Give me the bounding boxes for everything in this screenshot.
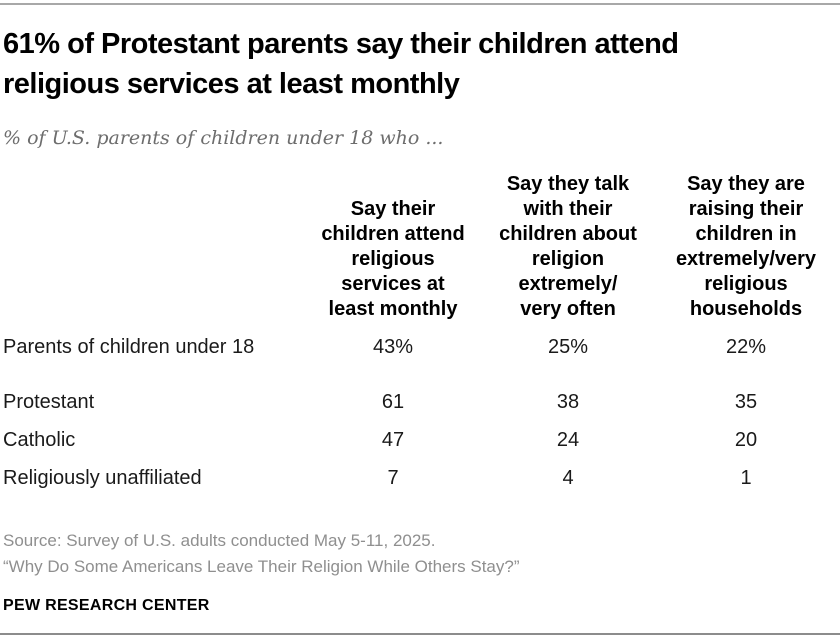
cell-value: 38 (556, 391, 580, 413)
chart-title: 61% of Protestant parents say their chil… (3, 24, 838, 104)
chart-subtitle: % of U.S. parents of children under 18 w… (3, 127, 444, 149)
source-line-report-title: “Why Do Some Americans Leave Their Relig… (3, 557, 520, 576)
cell-value: 20 (734, 429, 758, 451)
column-header-religious-households: Say they are raising their children in e… (675, 173, 817, 320)
table-row-catholic: Catholic 47 24 20 (3, 428, 838, 466)
cell-value: 35 (734, 391, 758, 413)
row-label: Catholic (3, 429, 76, 451)
chart-card: 61% of Protestant parents say their chil… (0, 3, 840, 635)
row-label: Parents of children under 18 (3, 336, 255, 358)
cell-value: 22% (725, 336, 767, 358)
row-label: Religiously unaffiliated (3, 467, 202, 489)
cell-value: 61 (381, 391, 405, 413)
source-note: Source: Survey of U.S. adults conducted … (3, 528, 838, 580)
pew-research-center-wordmark: PEW RESEARCH CENTER (3, 597, 210, 614)
cell-value: 24 (556, 429, 580, 451)
row-label: Protestant (3, 391, 95, 413)
table-header-row: Say their children attend religious serv… (3, 172, 838, 335)
table-row-all-parents: Parents of children under 18 43% 25% 22% (3, 335, 838, 373)
data-table: Say their children attend religious serv… (3, 172, 838, 504)
cell-value: 43% (372, 336, 414, 358)
cell-value: 4 (562, 467, 574, 489)
table-row-protestant: Protestant 61 38 35 (3, 390, 838, 428)
cell-value: 47 (381, 429, 405, 451)
column-header-talk-religion: Say they talk with their children about … (499, 173, 637, 320)
chart-title-line-1: 61% of Protestant parents say their chil… (3, 28, 679, 60)
source-line-survey: Source: Survey of U.S. adults conducted … (3, 531, 436, 550)
chart-footer: Source: Survey of U.S. adults conducted … (3, 528, 838, 615)
cell-value: 7 (387, 467, 399, 489)
cell-value: 25% (547, 336, 589, 358)
table-row-unaffiliated: Religiously unaffiliated 7 4 1 (3, 466, 838, 504)
column-header-attend-services: Say their children attend religious serv… (321, 198, 465, 320)
cell-value: 1 (740, 467, 752, 489)
chart-title-line-2: religious services at least monthly (3, 68, 460, 100)
